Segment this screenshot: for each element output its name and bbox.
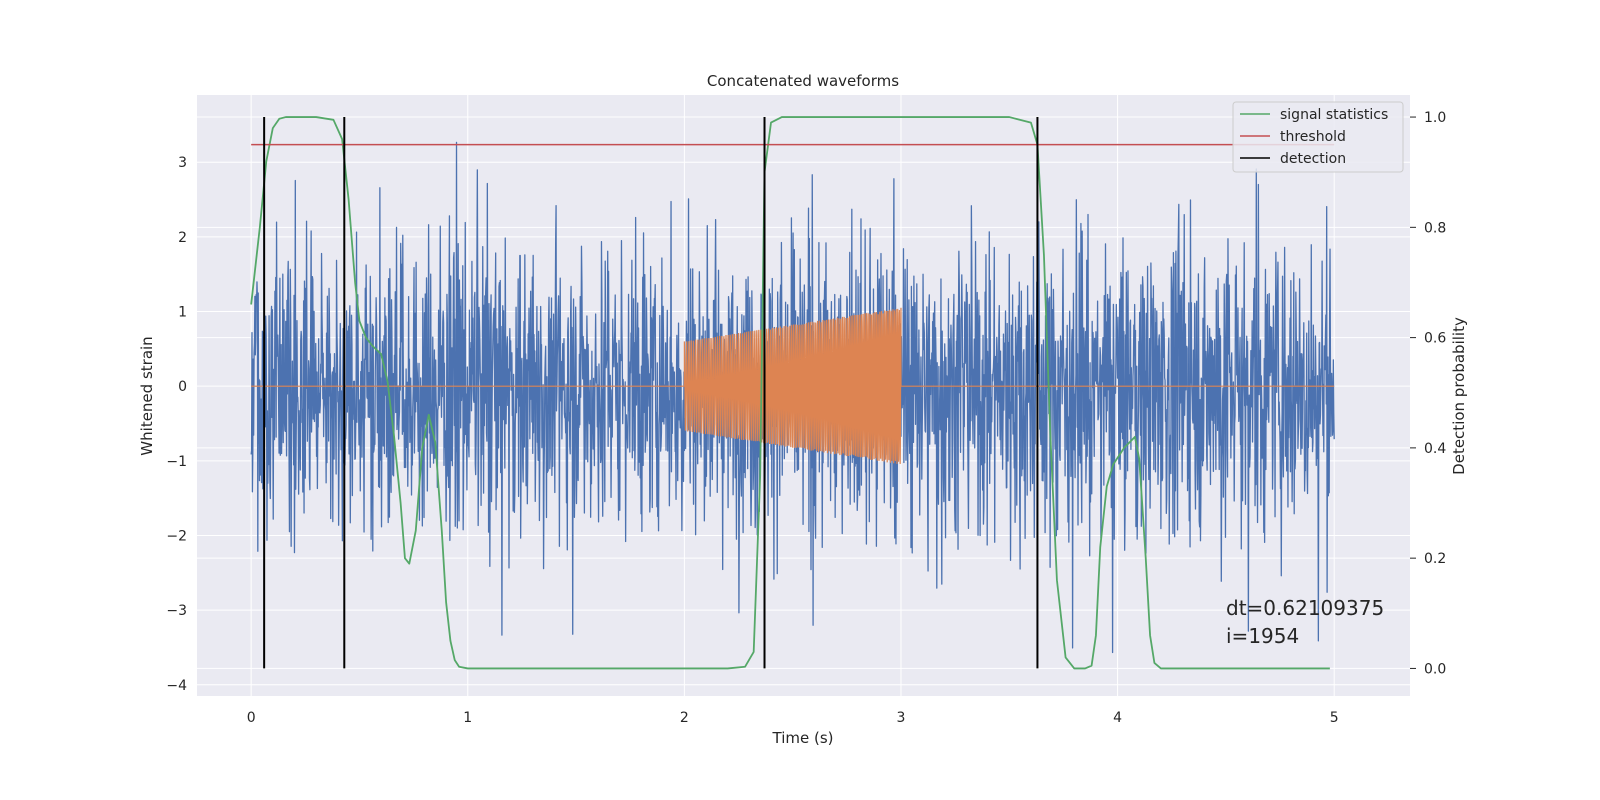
- x-ticks: 0 1 2 3 4 5: [247, 710, 1339, 726]
- plot-area: [250, 116, 1335, 670]
- x-axis-label: Time (s): [772, 729, 834, 747]
- y-tick-label: −4: [166, 678, 187, 694]
- x-tick-label: 4: [1113, 710, 1122, 726]
- annotation: dt=0.62109375 i=1954: [1226, 596, 1384, 648]
- legend-label-detection: detection: [1280, 151, 1346, 167]
- annotation-line: dt=0.62109375: [1226, 596, 1384, 620]
- strain-series: [250, 141, 1335, 654]
- y-right-tick-label: 0.4: [1424, 441, 1446, 457]
- detection-series: [263, 117, 1039, 669]
- y-tick-label: 2: [178, 230, 187, 246]
- y-right-tick-label: 0.6: [1424, 331, 1446, 347]
- x-tick-label: 2: [680, 710, 689, 726]
- y-axis-label: Whitened strain: [138, 336, 156, 455]
- legend-label-signal-statistics: signal statistics: [1280, 107, 1388, 123]
- y-axis-label-right: Detection probability: [1450, 317, 1468, 475]
- y-right-tick-label: 1.0: [1424, 110, 1446, 126]
- annotation-line: i=1954: [1226, 624, 1299, 648]
- x-tick-label: 1: [463, 710, 472, 726]
- y-right-tick-label: 0.0: [1424, 661, 1446, 677]
- legend-label-threshold: threshold: [1280, 129, 1346, 145]
- x-tick-label: 3: [897, 710, 906, 726]
- y-right-tick-label: 0.8: [1424, 220, 1446, 236]
- strain-line: [250, 141, 1335, 654]
- y-tick-label: 3: [178, 155, 187, 171]
- x-tick-label: 5: [1330, 710, 1339, 726]
- y-ticks-left: −4 −3 −2 −1 0 1 2 3: [166, 155, 187, 694]
- legend-box: [1232, 101, 1404, 173]
- y-tick-label: −1: [166, 454, 187, 470]
- injected-signal-line: [251, 307, 1335, 464]
- y-right-tick-label: 0.2: [1424, 551, 1446, 567]
- chart-title: Concatenated waveforms: [707, 72, 899, 90]
- signal-statistics-line: [250, 116, 1330, 670]
- y-tick-label: 0: [178, 379, 187, 395]
- x-tick-label: 0: [247, 710, 256, 726]
- injected-signal-series: [251, 307, 1335, 464]
- y-ticks-right: 0.0 0.2 0.4 0.6 0.8 1.0: [1410, 110, 1446, 677]
- legend: signal statistics threshold detection: [1232, 101, 1404, 173]
- y-tick-label: −2: [166, 528, 187, 544]
- y-tick-label: 1: [178, 305, 187, 321]
- y-tick-label: −3: [166, 603, 187, 619]
- signal-statistics-series: [250, 116, 1330, 670]
